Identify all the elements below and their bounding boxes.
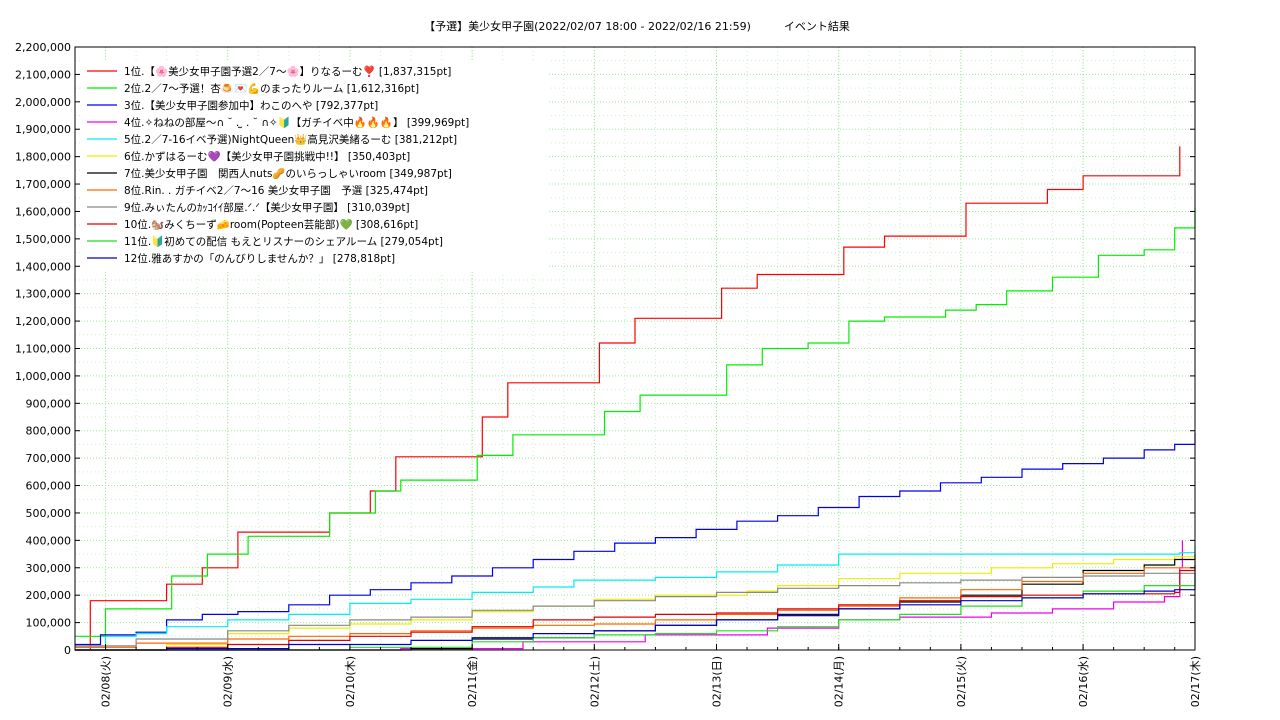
legend: 1位.【🌸美少女甲子園予選2／7〜🌸】りなるーむ❣️ [1,837,315pt]… bbox=[81, 60, 549, 272]
legend-entry: 5位.2／7-16イベ予選)NightQueen👑高見沢美緒るーむ [381,2… bbox=[124, 133, 457, 146]
x-tick-label: 02/09(水) bbox=[222, 656, 235, 707]
y-tick-label: 800,000 bbox=[26, 425, 72, 438]
series-line-7 bbox=[75, 554, 1196, 651]
legend-entry: 1位.【🌸美少女甲子園予選2／7〜🌸】りなるーむ❣️ [1,837,315pt] bbox=[124, 65, 451, 78]
x-tick-label: 02/15(火) bbox=[955, 656, 968, 707]
y-tick-label: 400,000 bbox=[26, 534, 72, 547]
series-line-1 bbox=[75, 146, 1181, 651]
legend-entry: 7位.美少女甲子園 関西人nuts🥜のいらっしゃいroom [349,987pt… bbox=[124, 166, 452, 180]
x-tick-label: 02/08(火) bbox=[100, 656, 113, 707]
y-tick-label: 1,800,000 bbox=[15, 151, 71, 164]
series-line-12 bbox=[75, 573, 1196, 651]
y-tick-label: 2,100,000 bbox=[15, 68, 71, 81]
legend-entry: 3位.【美少女甲子園参加中】わこのへや [792,377pt] bbox=[124, 99, 378, 112]
y-tick-label: 1,600,000 bbox=[15, 205, 71, 218]
y-tick-label: 1,900,000 bbox=[15, 123, 71, 136]
x-tick-label: 02/11(金) bbox=[465, 656, 479, 707]
x-tick-label: 02/10(木) bbox=[344, 656, 357, 707]
legend-entry: 4位.✧ねねの部屋〜∩ ˘ . ̫ . ˘ ∩✧🔰【ガチイベ中🔥🔥🔥】 [399… bbox=[124, 116, 469, 129]
x-tick-label: 02/17(木) bbox=[1189, 656, 1202, 707]
y-tick-label: 100,000 bbox=[26, 617, 72, 630]
x-tick-label: 02/12(土) bbox=[588, 656, 601, 707]
legend-entry: 11位.🔰初めての配信 もえとリスナーのシェアルーム [279,054pt] bbox=[124, 235, 443, 248]
series-line-8 bbox=[75, 560, 1196, 648]
y-tick-label: 300,000 bbox=[26, 562, 72, 575]
y-tick-label: 2,200,000 bbox=[15, 41, 71, 54]
legend-entry: 6位.かずはるーむ💜【美少女甲子園挑戦中!!】 [350,403pt] bbox=[124, 150, 410, 163]
y-tick-label: 1,500,000 bbox=[15, 233, 71, 246]
y-tick-label: 1,100,000 bbox=[15, 343, 71, 356]
x-tick-label: 02/16(水) bbox=[1077, 656, 1090, 707]
series-line-3 bbox=[75, 432, 1196, 646]
y-tick-label: 600,000 bbox=[26, 480, 72, 493]
series-line-6 bbox=[75, 554, 1196, 651]
legend-entry: 9位.みぃたんのｶｯｺｲｲ部屋.ᐟ.ᐟ【美少女甲子園】 [310,039pt] bbox=[124, 201, 410, 214]
series-line-2 bbox=[75, 208, 1196, 637]
y-tick-label: 1,700,000 bbox=[15, 178, 71, 191]
y-tick-label: 1,000,000 bbox=[15, 370, 71, 383]
y-axis: 0 100,000 200,000 300,000 400,000 500,000 600,… bbox=[15, 41, 1195, 657]
y-tick-label: 500,000 bbox=[26, 507, 72, 520]
y-tick-label: 0 bbox=[64, 644, 71, 657]
x-axis: 02/08(火) 02/09(水) 02/10(木) 02/11(金) 02/12(土)… bbox=[74, 644, 1202, 707]
y-tick-label: 900,000 bbox=[26, 397, 72, 410]
legend-entry: 12位.雅あすかの「のんびりしませんか？」 [278,818pt] bbox=[124, 252, 395, 265]
legend-entry: 10位.🐿️みくちーず🧀room(Popteen芸能部)💚 [308,616pt… bbox=[124, 218, 418, 231]
y-tick-label: 700,000 bbox=[26, 452, 72, 465]
y-tick-label: 1,400,000 bbox=[15, 260, 71, 273]
series-line-5 bbox=[75, 545, 1196, 648]
y-tick-label: 1,200,000 bbox=[15, 315, 71, 328]
plot-frame bbox=[74, 46, 1196, 651]
series-line-9 bbox=[75, 565, 1196, 647]
legend-entry: 2位.2／7〜予選！杏🍮💌💪のまったりルーム [1,612,316pt] bbox=[124, 82, 419, 95]
legend-background bbox=[81, 60, 549, 272]
x-tick-label: 02/14(月) bbox=[833, 656, 846, 707]
x-tick-label: 02/13(日) bbox=[711, 656, 724, 707]
y-tick-label: 1,300,000 bbox=[15, 288, 71, 301]
legend-entry: 8位.Rin. . ガチイベ2／7〜16 美少女甲子園 予選 [325,474p… bbox=[124, 184, 428, 197]
series-line-10 bbox=[75, 565, 1196, 651]
y-tick-label: 200,000 bbox=[26, 589, 72, 602]
y-tick-label: 2,000,000 bbox=[15, 96, 71, 109]
chart-title: 【予選】美少女甲子園(2022/02/07 18:00 - 2022/02/16… bbox=[424, 19, 850, 33]
series-lines bbox=[75, 146, 1196, 651]
